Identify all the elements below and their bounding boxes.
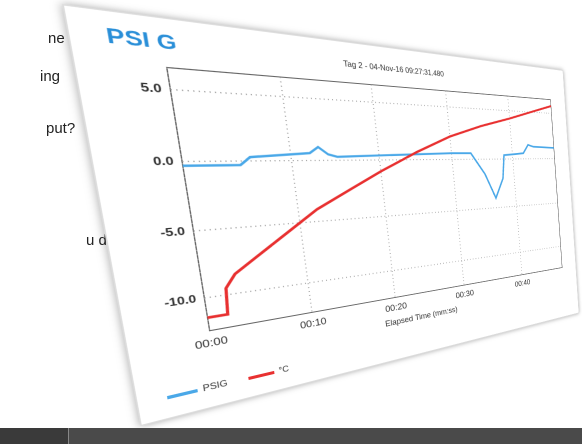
grid-line [204, 246, 560, 298]
chart-card: PSI G Tag 2 - 04-Nov-16 09:27:31.480 Ela… [62, 4, 580, 427]
x-tick-label: 00:00 [194, 334, 229, 352]
chart: PSI G Tag 2 - 04-Nov-16 09:27:31.480 Ela… [104, 23, 579, 425]
grid-line [170, 90, 551, 114]
grid-line [193, 203, 557, 231]
bottom-bar-segment [0, 428, 69, 444]
data-line [168, 78, 561, 318]
cropped-text: ne [48, 30, 65, 47]
chart-subtitle: Tag 2 - 04-Nov-16 09:27:31.480 [343, 59, 444, 78]
x-tick-label: 00:30 [455, 288, 474, 301]
y-tick-label: -10.0 [163, 292, 197, 309]
cropped-text: put? [46, 120, 76, 137]
x-tick-label: 00:20 [385, 300, 408, 314]
x-tick-label: 00:40 [515, 278, 531, 289]
grid-line [182, 159, 554, 162]
cropped-text: ing [40, 68, 61, 85]
legend-swatch [167, 391, 197, 398]
legend-swatch [248, 372, 274, 378]
chart-title: PSI G [104, 23, 178, 55]
y-tick-label: -5.0 [159, 224, 186, 239]
y-tick-label: 0.0 [152, 154, 175, 168]
bottom-bar [0, 428, 582, 444]
grid-line [371, 85, 395, 298]
grid-line [508, 96, 522, 275]
y-tick-label: 5.0 [139, 80, 162, 95]
legend-label: PSIG [202, 378, 228, 393]
x-tick-label: 00:10 [299, 315, 327, 331]
legend-label: °C [278, 364, 290, 375]
grid-line [446, 91, 464, 285]
grid-line [280, 77, 312, 312]
